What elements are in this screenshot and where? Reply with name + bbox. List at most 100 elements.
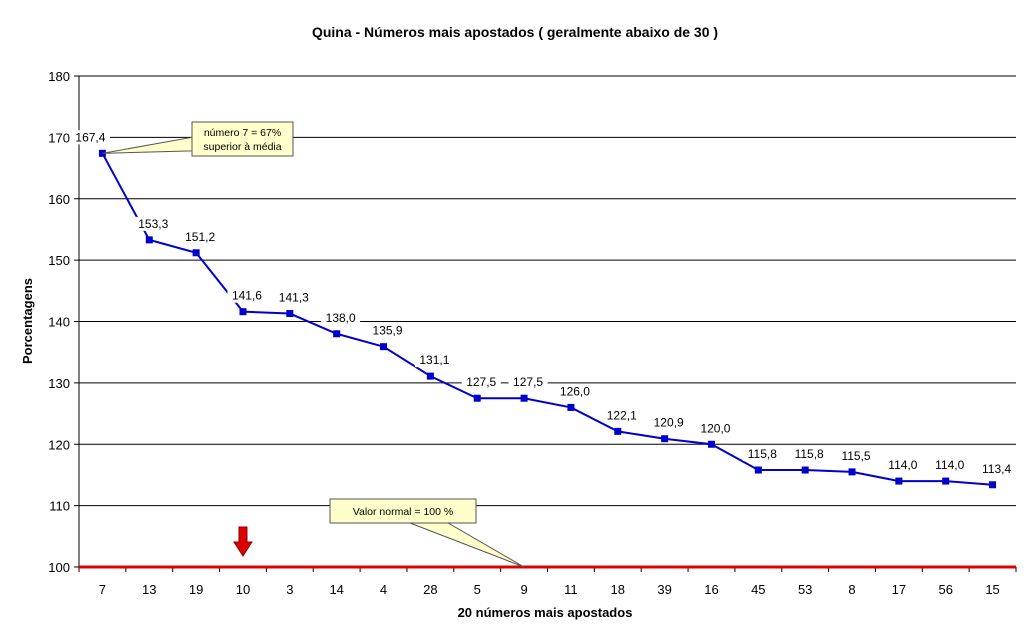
y-tick-label: 170 [48, 130, 70, 145]
x-tick-label: 45 [751, 582, 765, 597]
data-point [286, 310, 294, 318]
x-tick-label: 13 [142, 582, 156, 597]
y-tick-label: 180 [48, 69, 70, 84]
x-tick-label: 10 [236, 582, 250, 597]
y-tick-label: 120 [48, 437, 70, 452]
data-label-bg [649, 415, 689, 430]
x-tick-label: 56 [938, 582, 952, 597]
data-point [567, 403, 575, 411]
callout-normal-box [329, 498, 477, 524]
data-label-bg [555, 384, 595, 399]
callout-number7-text: número 7 = 67% [204, 127, 281, 139]
data-point [707, 440, 715, 448]
data-label-bg [742, 447, 782, 462]
data-label-bg [695, 421, 735, 436]
x-tick-label: 39 [657, 582, 671, 597]
x-tick-label: 9 [520, 582, 527, 597]
data-label: 115,8 [795, 447, 824, 461]
data-label: 114,0 [888, 458, 917, 472]
x-axis-title: 20 números mais apostados [458, 605, 633, 620]
data-point [520, 394, 528, 402]
x-tick-label: 16 [704, 582, 718, 597]
down-arrow-marker [233, 526, 253, 557]
data-label: 120,0 [700, 421, 730, 435]
baseline-layer [79, 526, 1016, 569]
x-tick-label: 11 [564, 582, 578, 597]
data-label: 141,6 [232, 289, 262, 303]
data-point [801, 466, 809, 474]
data-label-bg [930, 458, 970, 473]
data-label-bg [836, 448, 876, 463]
data-label: 127,5 [466, 375, 496, 389]
x-tick-label: 5 [474, 582, 481, 597]
x-tick-label: 15 [985, 582, 999, 597]
y-axis-title: Porcentagens [20, 278, 35, 364]
data-point [192, 249, 200, 257]
data-point [989, 481, 997, 489]
data-point [426, 372, 434, 380]
data-label: 138,0 [326, 311, 356, 325]
data-point [754, 466, 762, 474]
data-point [380, 343, 388, 351]
data-label-bg [414, 353, 454, 368]
callout-normal-text: Valor normal = 100 % [353, 506, 453, 518]
y-tick-label: 140 [48, 315, 70, 330]
data-label-bg [977, 461, 1017, 476]
y-tick-label: 100 [48, 560, 70, 575]
data-point [661, 435, 669, 443]
data-point [942, 477, 950, 485]
series-layer [98, 149, 997, 489]
axes: 100 110 120 130 140 150 160 170 180 7 13 19 10 3 14 4 28… [48, 69, 1017, 597]
x-tick-label: 18 [611, 582, 625, 597]
data-point [145, 236, 153, 244]
data-point [473, 394, 481, 402]
x-tick-label: 4 [380, 582, 387, 597]
data-label-bg [368, 323, 408, 338]
y-tick-label: 160 [48, 192, 70, 207]
data-label: 167,4 [75, 130, 105, 144]
series-line [101, 152, 993, 486]
callout-number7-text: superior à média [203, 141, 281, 153]
data-label-bg [227, 288, 267, 303]
x-tick-label: 28 [423, 582, 437, 597]
data-label-bg [321, 310, 361, 325]
data-label-bg [70, 130, 110, 145]
data-label-bg [461, 375, 501, 390]
data-label-bg [602, 408, 642, 423]
data-label: 120,9 [654, 416, 684, 430]
data-label: 153,3 [138, 217, 168, 231]
data-point [895, 477, 903, 485]
x-tick-label: 3 [286, 582, 293, 597]
x-tick-label: 53 [798, 582, 812, 597]
data-label-bg [508, 375, 548, 390]
x-tick-label: 17 [892, 582, 906, 597]
y-tick-label: 130 [48, 376, 70, 391]
data-label: 135,9 [373, 324, 403, 338]
x-tick-label: 8 [848, 582, 855, 597]
data-label-bg [133, 216, 173, 231]
data-label-bg [180, 229, 220, 244]
callout-number7-pointer [102, 136, 193, 154]
data-label: 115,5 [841, 449, 870, 463]
data-label: 115,8 [748, 447, 777, 461]
callout-normal-pointer [409, 522, 525, 568]
x-tick-label: 19 [189, 582, 203, 597]
x-tick-label: 7 [99, 582, 106, 597]
data-label: 141,3 [279, 291, 309, 305]
data-labels: 167,4 153,3 151,2 141,6 141,3 138,0 135,9 131,1… [70, 130, 1017, 476]
data-label: 127,5 [513, 375, 543, 389]
data-point [239, 308, 247, 316]
data-point [848, 468, 856, 476]
y-tick-label: 110 [49, 499, 70, 514]
y-tick-label: 150 [48, 253, 70, 268]
data-point [614, 427, 622, 435]
callouts: número 7 = 67% superior à média Valor norm… [102, 121, 525, 568]
data-label: 151,2 [185, 230, 215, 244]
data-label: 126,0 [560, 384, 590, 398]
data-label-bg [274, 290, 314, 305]
data-point [333, 330, 341, 338]
data-label-bg [789, 447, 829, 462]
callout-number7-box [191, 121, 294, 157]
data-label-bg [883, 458, 923, 473]
